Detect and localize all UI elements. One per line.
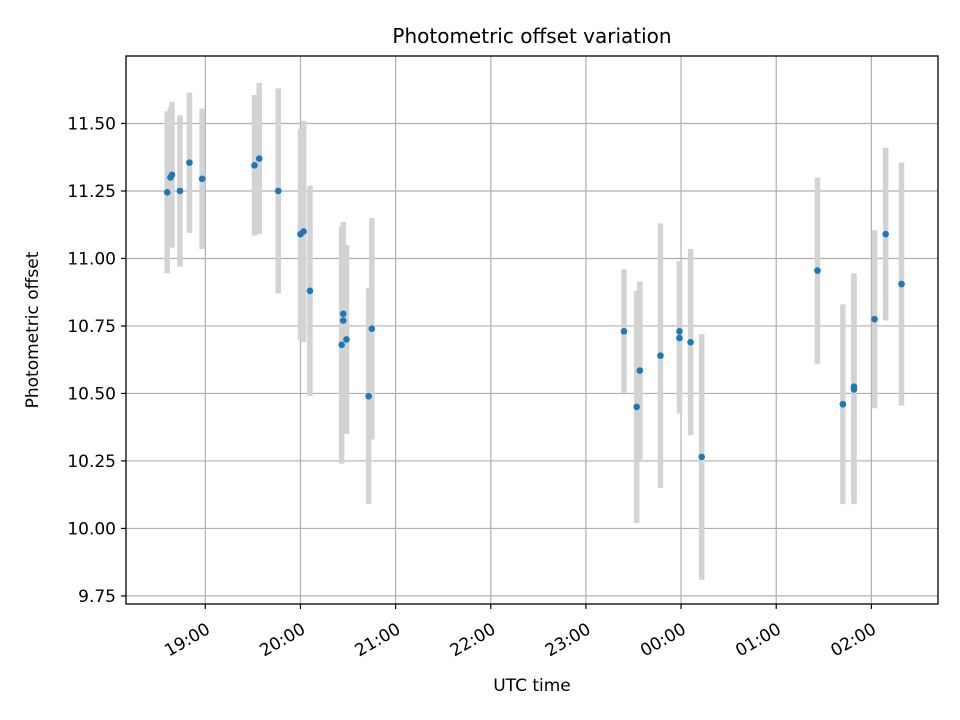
y-axis-label: Photometric offset bbox=[23, 251, 43, 408]
data-point bbox=[698, 453, 705, 461]
data-point bbox=[274, 187, 282, 195]
data-point bbox=[168, 171, 176, 179]
data-point bbox=[186, 159, 193, 166]
data-point bbox=[620, 328, 628, 335]
data-point bbox=[176, 187, 184, 195]
data-point bbox=[898, 280, 905, 288]
data-point bbox=[339, 310, 347, 318]
data-point bbox=[814, 267, 821, 274]
data-point bbox=[251, 162, 258, 169]
y-tick-label: 10.25 bbox=[67, 452, 116, 472]
data-point bbox=[636, 367, 644, 374]
data-point bbox=[365, 392, 372, 400]
y-tick-label: 10.75 bbox=[67, 317, 116, 337]
data-point bbox=[676, 328, 683, 335]
y-tick-label: 10.00 bbox=[67, 519, 116, 539]
data-point bbox=[306, 287, 314, 295]
grid-lines bbox=[126, 56, 938, 604]
data-points bbox=[163, 155, 905, 461]
data-point bbox=[882, 230, 889, 238]
y-tick-label: 11.50 bbox=[67, 114, 116, 134]
plot-frame bbox=[125, 55, 939, 605]
data-point bbox=[850, 383, 858, 390]
data-point bbox=[657, 352, 664, 359]
data-point bbox=[343, 336, 350, 343]
data-point bbox=[687, 338, 694, 346]
data-point bbox=[255, 155, 263, 162]
y-tick-label: 11.00 bbox=[67, 249, 116, 269]
data-point bbox=[198, 175, 206, 183]
data-point bbox=[676, 334, 683, 342]
data-point bbox=[633, 403, 640, 411]
data-point bbox=[338, 341, 345, 349]
data-point bbox=[368, 325, 376, 332]
data-point bbox=[871, 315, 878, 323]
chart-title: Photometric offset variation bbox=[392, 24, 671, 48]
y-tick-label: 9.75 bbox=[78, 587, 116, 607]
data-point bbox=[839, 400, 847, 408]
data-point bbox=[300, 228, 307, 235]
y-tick-label: 10.50 bbox=[67, 384, 116, 404]
x-axis-label: UTC time bbox=[493, 676, 571, 696]
y-axis-ticks: 9.75 10.00 10.25 10.50 10.75 11.00 11.25 11.50 bbox=[67, 114, 126, 607]
data-point bbox=[163, 189, 171, 196]
y-tick-label: 11.25 bbox=[67, 182, 116, 202]
data-point bbox=[339, 317, 347, 324]
